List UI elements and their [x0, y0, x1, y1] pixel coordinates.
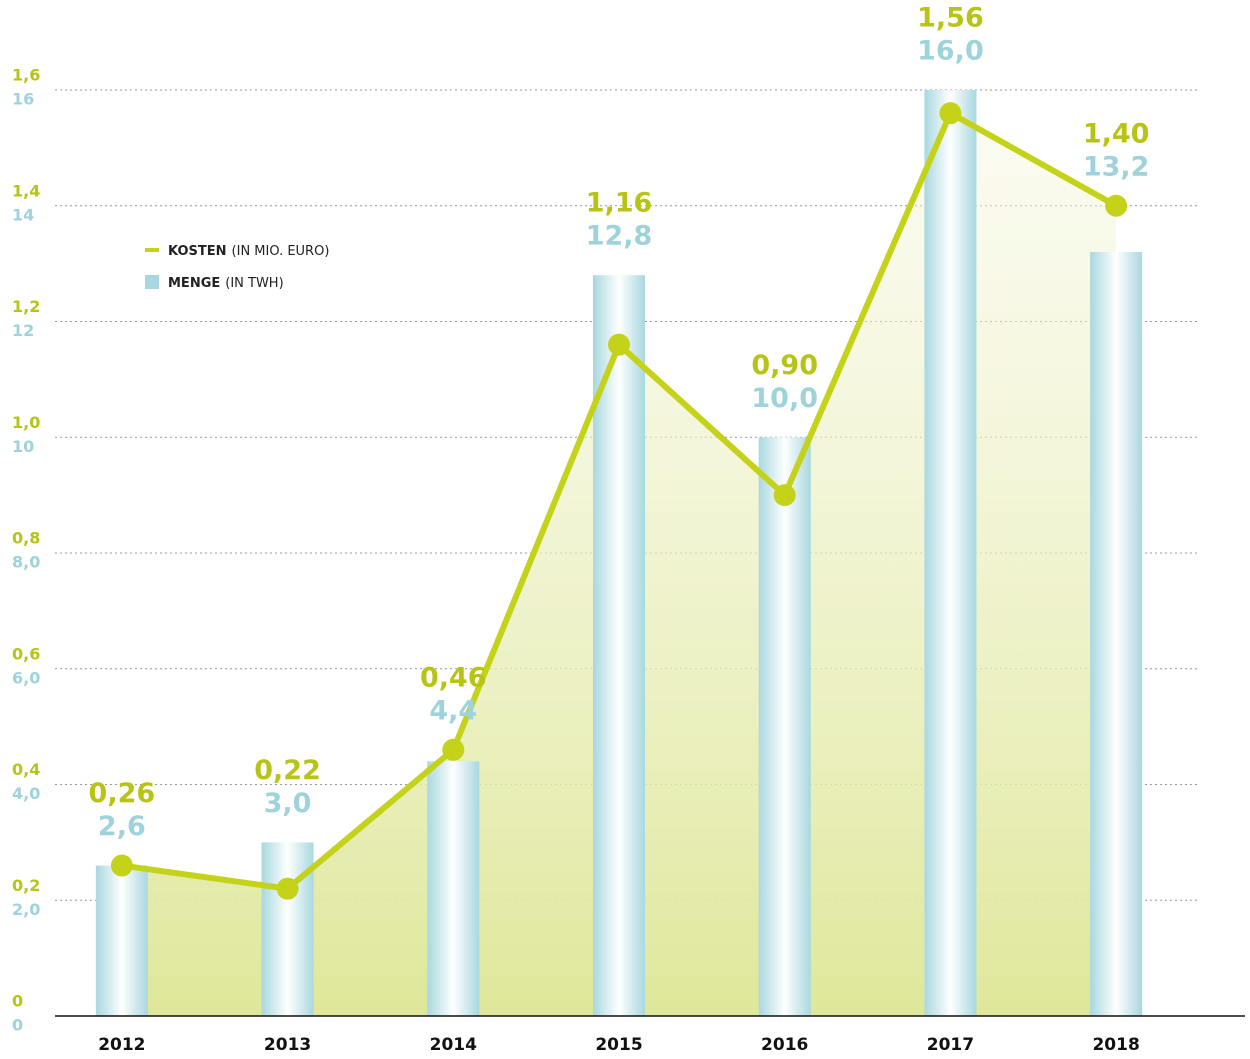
y2-tick-label: 12 — [12, 321, 34, 340]
legend: KOSTEN (IN MIO. EURO) MENGE (IN TWH) — [145, 244, 329, 291]
y2-tick-label: 14 — [12, 205, 34, 224]
y-tick-label: 0,2 — [12, 876, 40, 895]
y-tick-label: 1,6 — [12, 66, 40, 85]
x-tick-label: 2018 — [1092, 1035, 1139, 1055]
value-label: 1,16 — [586, 188, 653, 219]
value-label: 1,56 — [917, 3, 984, 34]
legend-name: MENGE — [168, 276, 220, 291]
bar — [1090, 252, 1143, 1017]
y2-tick-label: 0 — [12, 1016, 23, 1035]
value-label: 3,0 — [264, 788, 312, 819]
legend-label: MENGE (IN TWH) — [168, 276, 284, 291]
y-tick-label: 0,4 — [12, 760, 40, 779]
y-tick-label: 1,4 — [12, 181, 40, 200]
x-tick-label: 2015 — [595, 1035, 642, 1055]
point — [276, 877, 299, 900]
bar — [593, 275, 645, 1016]
y2-tick-label: 16 — [12, 90, 34, 109]
value-label: 0,22 — [254, 755, 321, 786]
bar — [924, 90, 977, 1016]
bar — [758, 437, 811, 1016]
bar — [427, 761, 480, 1016]
y-tick-label: 0 — [12, 992, 23, 1011]
legend-swatch — [145, 275, 159, 289]
value-label: 2,6 — [98, 811, 146, 842]
x-tick-label: 2013 — [264, 1035, 311, 1055]
value-label: 16,0 — [917, 36, 984, 67]
point — [442, 738, 465, 761]
y-tick-label: 0,8 — [12, 529, 40, 548]
value-label: 12,8 — [586, 221, 653, 252]
x-tick-label: 2016 — [761, 1035, 808, 1055]
value-label: 0,46 — [420, 662, 487, 693]
point — [1105, 194, 1128, 217]
legend-unit: (IN TWH) — [225, 276, 283, 291]
point — [939, 102, 962, 125]
x-tick-label: 2012 — [98, 1035, 145, 1055]
value-label: 4,4 — [429, 695, 477, 726]
bar — [261, 842, 314, 1016]
y-tick-label: 0,6 — [12, 644, 40, 663]
y-tick-label: 1,2 — [12, 297, 40, 316]
y2-tick-label: 2,0 — [12, 900, 40, 919]
point — [608, 333, 630, 356]
x-tick-label: 2017 — [927, 1035, 974, 1055]
bar — [95, 865, 148, 1016]
legend-label: KOSTEN (IN MIO. EURO) — [168, 244, 329, 259]
legend-swatch — [145, 248, 159, 252]
legend-unit: (IN MIO. EURO) — [232, 244, 330, 259]
y-tick-label: 1,0 — [12, 413, 40, 432]
value-label: 1,40 — [1083, 118, 1150, 149]
point — [110, 854, 133, 877]
point — [773, 484, 796, 507]
value-label: 10,0 — [751, 383, 818, 414]
value-label: 13,2 — [1083, 151, 1150, 182]
y2-tick-label: 4,0 — [12, 784, 40, 803]
y2-tick-label: 6,0 — [12, 668, 40, 687]
x-tick-label: 2014 — [430, 1035, 477, 1055]
value-label: 0,90 — [751, 350, 818, 381]
y2-tick-label: 8,0 — [12, 553, 40, 572]
value-label: 0,26 — [89, 778, 156, 809]
legend-name: KOSTEN — [168, 244, 227, 259]
y2-tick-label: 10 — [12, 437, 34, 456]
